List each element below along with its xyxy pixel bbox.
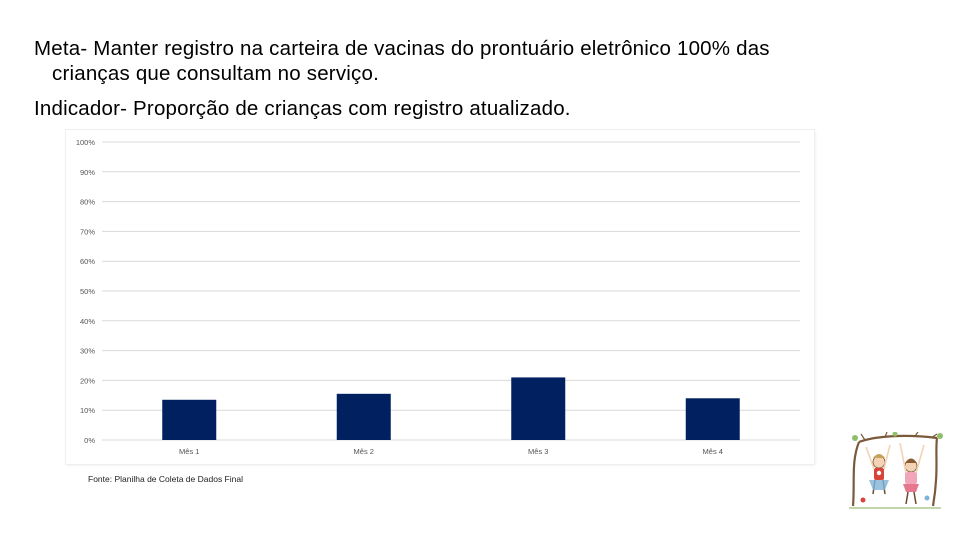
y-tick-label: 90% [80, 168, 95, 177]
y-tick-label: 50% [80, 287, 95, 296]
bar [685, 398, 740, 440]
children-playing-illustration [845, 431, 945, 510]
x-tick-label: Mês 1 [179, 447, 199, 456]
y-tick-label: 70% [80, 227, 95, 236]
bar [511, 377, 566, 440]
indicator-text: Indicador- Proporção de crianças com reg… [34, 97, 571, 120]
y-tick-label: 80% [80, 198, 95, 207]
bar-chart: 0% 10% 20% 30% 40% 50% 60% 70% 80% 90% 100% Mês 1 Mê… [66, 130, 814, 464]
bar-chart-svg: 0% 10% 20% 30% 40% 50% 60% 70% 80% 90% 100% Mês 1 Mê… [76, 138, 800, 456]
y-tick-label: 40% [80, 317, 95, 326]
y-tick-label: 100% [76, 138, 96, 147]
y-tick-label: 0% [84, 436, 95, 445]
goal-text: Meta- Manter registro na carteira de vac… [34, 36, 934, 86]
chart-source-note: Fonte: Planilha de Coleta de Dados Final [88, 474, 243, 484]
x-tick-label: Mês 4 [703, 447, 723, 456]
bar [162, 399, 217, 440]
y-tick-label: 20% [80, 376, 95, 385]
goal-line-1: Meta- Manter registro na carteira de vac… [34, 37, 770, 60]
y-tick-label: 10% [80, 406, 95, 415]
y-tick-label: 60% [80, 257, 95, 266]
bar [336, 393, 391, 440]
y-tick-label: 30% [80, 347, 95, 356]
goal-line-2: crianças que consultam no serviço. [52, 62, 379, 85]
x-tick-label: Mês 2 [354, 447, 374, 456]
x-tick-label: Mês 3 [528, 447, 548, 456]
